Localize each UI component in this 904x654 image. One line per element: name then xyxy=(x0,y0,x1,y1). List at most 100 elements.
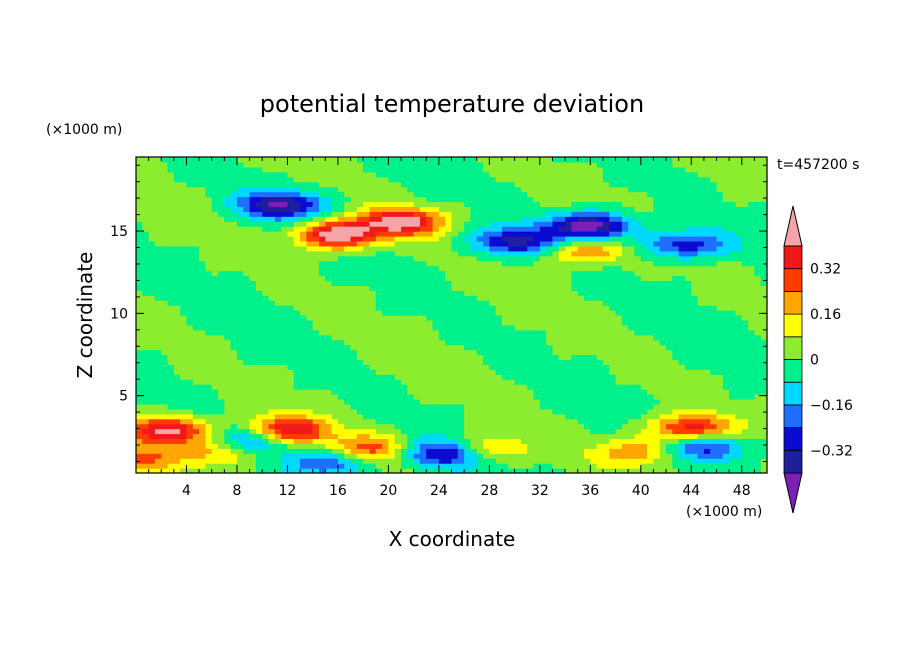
heatmap-cell xyxy=(419,394,427,400)
heatmap-cell xyxy=(451,344,459,351)
heatmap-cell xyxy=(350,448,358,454)
heatmap-cell xyxy=(546,324,554,331)
heatmap-cell xyxy=(476,354,484,361)
heatmap-cell xyxy=(331,270,339,277)
heatmap-cell xyxy=(426,157,434,163)
heatmap-cell xyxy=(432,176,440,183)
heatmap-cell xyxy=(539,369,547,375)
heatmap-cell xyxy=(419,221,427,227)
heatmap-cell xyxy=(382,423,389,430)
heatmap-cell xyxy=(224,329,232,336)
heatmap-cell xyxy=(281,428,289,435)
heatmap-cell xyxy=(426,468,434,474)
heatmap-cell xyxy=(211,305,219,311)
heatmap-cell xyxy=(293,245,301,252)
heatmap-cell xyxy=(501,206,509,212)
heatmap-cell xyxy=(483,171,490,178)
heatmap-cell xyxy=(337,433,345,440)
heatmap-cell xyxy=(432,226,440,232)
heatmap-cell xyxy=(331,255,339,262)
heatmap-cell xyxy=(451,181,459,188)
heatmap-cell xyxy=(382,443,389,449)
heatmap-cell xyxy=(186,310,194,316)
heatmap-cell xyxy=(312,463,320,469)
heatmap-cell xyxy=(470,221,478,227)
heatmap-cell xyxy=(527,236,535,242)
heatmap-cell xyxy=(584,384,591,390)
heatmap-cell xyxy=(199,211,207,217)
heatmap-cell xyxy=(432,157,440,163)
heatmap-cell xyxy=(520,231,528,237)
heatmap-cell xyxy=(596,310,604,316)
heatmap-cell xyxy=(401,423,408,430)
heatmap-cell xyxy=(161,236,169,242)
heatmap-cell xyxy=(173,280,181,286)
heatmap-cell xyxy=(584,448,591,454)
heatmap-cell xyxy=(407,295,415,301)
heatmap-cell xyxy=(394,300,402,306)
heatmap-cell xyxy=(445,290,453,296)
heatmap-cell xyxy=(161,221,169,227)
heatmap-cell xyxy=(356,408,364,415)
heatmap-cell xyxy=(218,186,225,193)
heatmap-cell xyxy=(602,463,610,469)
heatmap-cell xyxy=(344,423,352,430)
heatmap-cell xyxy=(451,216,459,222)
heatmap-cell xyxy=(344,364,352,370)
heatmap-cell xyxy=(407,305,415,311)
heatmap-cell xyxy=(205,221,213,227)
heatmap-cell xyxy=(192,166,200,173)
heatmap-cell xyxy=(293,394,301,400)
heatmap-cell xyxy=(243,255,251,262)
heatmap-cell xyxy=(457,468,465,474)
heatmap-cell xyxy=(609,463,617,469)
heatmap-cell xyxy=(401,216,408,222)
heatmap-cell xyxy=(432,394,440,400)
heatmap-cell xyxy=(476,231,484,237)
heatmap-cell xyxy=(609,423,617,430)
heatmap-cell xyxy=(476,319,484,326)
heatmap-cell xyxy=(306,334,314,341)
heatmap-cell xyxy=(457,231,465,237)
heatmap-cell xyxy=(577,231,585,237)
heatmap-cell xyxy=(255,290,263,296)
heatmap-cell xyxy=(243,398,251,405)
heatmap-cell xyxy=(546,171,554,178)
heatmap-cell xyxy=(470,453,478,459)
heatmap-cell xyxy=(268,275,276,282)
heatmap-cell xyxy=(520,339,528,346)
heatmap-cell xyxy=(426,374,434,380)
heatmap-cell xyxy=(514,398,522,405)
heatmap-cell xyxy=(426,181,434,188)
heatmap-cell xyxy=(539,438,547,444)
heatmap-cell xyxy=(426,275,434,282)
heatmap-cell xyxy=(287,166,295,173)
heatmap-cell xyxy=(558,181,566,188)
heatmap-cell xyxy=(192,408,200,415)
heatmap-cell xyxy=(255,161,263,168)
heatmap-cell xyxy=(262,408,270,415)
heatmap-cell xyxy=(596,339,604,346)
heatmap-cell xyxy=(615,255,623,262)
heatmap-cell xyxy=(539,250,547,257)
heatmap-cell xyxy=(136,423,143,430)
heatmap-cell xyxy=(445,438,453,444)
heatmap-cell xyxy=(211,354,219,361)
heatmap-cell xyxy=(621,448,629,454)
heatmap-cell xyxy=(596,394,604,400)
heatmap-cell xyxy=(596,201,604,207)
heatmap-cell xyxy=(438,166,446,173)
heatmap-cell xyxy=(407,186,415,193)
heatmap-cell xyxy=(539,255,547,262)
heatmap-cell xyxy=(224,413,232,420)
heatmap-cell xyxy=(300,270,307,277)
heatmap-cell xyxy=(205,463,213,469)
heatmap-cell xyxy=(495,324,503,331)
heatmap-cell xyxy=(483,364,490,370)
heatmap-cell xyxy=(369,453,377,459)
heatmap-cell xyxy=(325,384,333,390)
heatmap-cell xyxy=(413,280,421,286)
heatmap-cell xyxy=(192,231,200,237)
heatmap-cell xyxy=(602,181,610,188)
heatmap-cell xyxy=(369,270,377,277)
